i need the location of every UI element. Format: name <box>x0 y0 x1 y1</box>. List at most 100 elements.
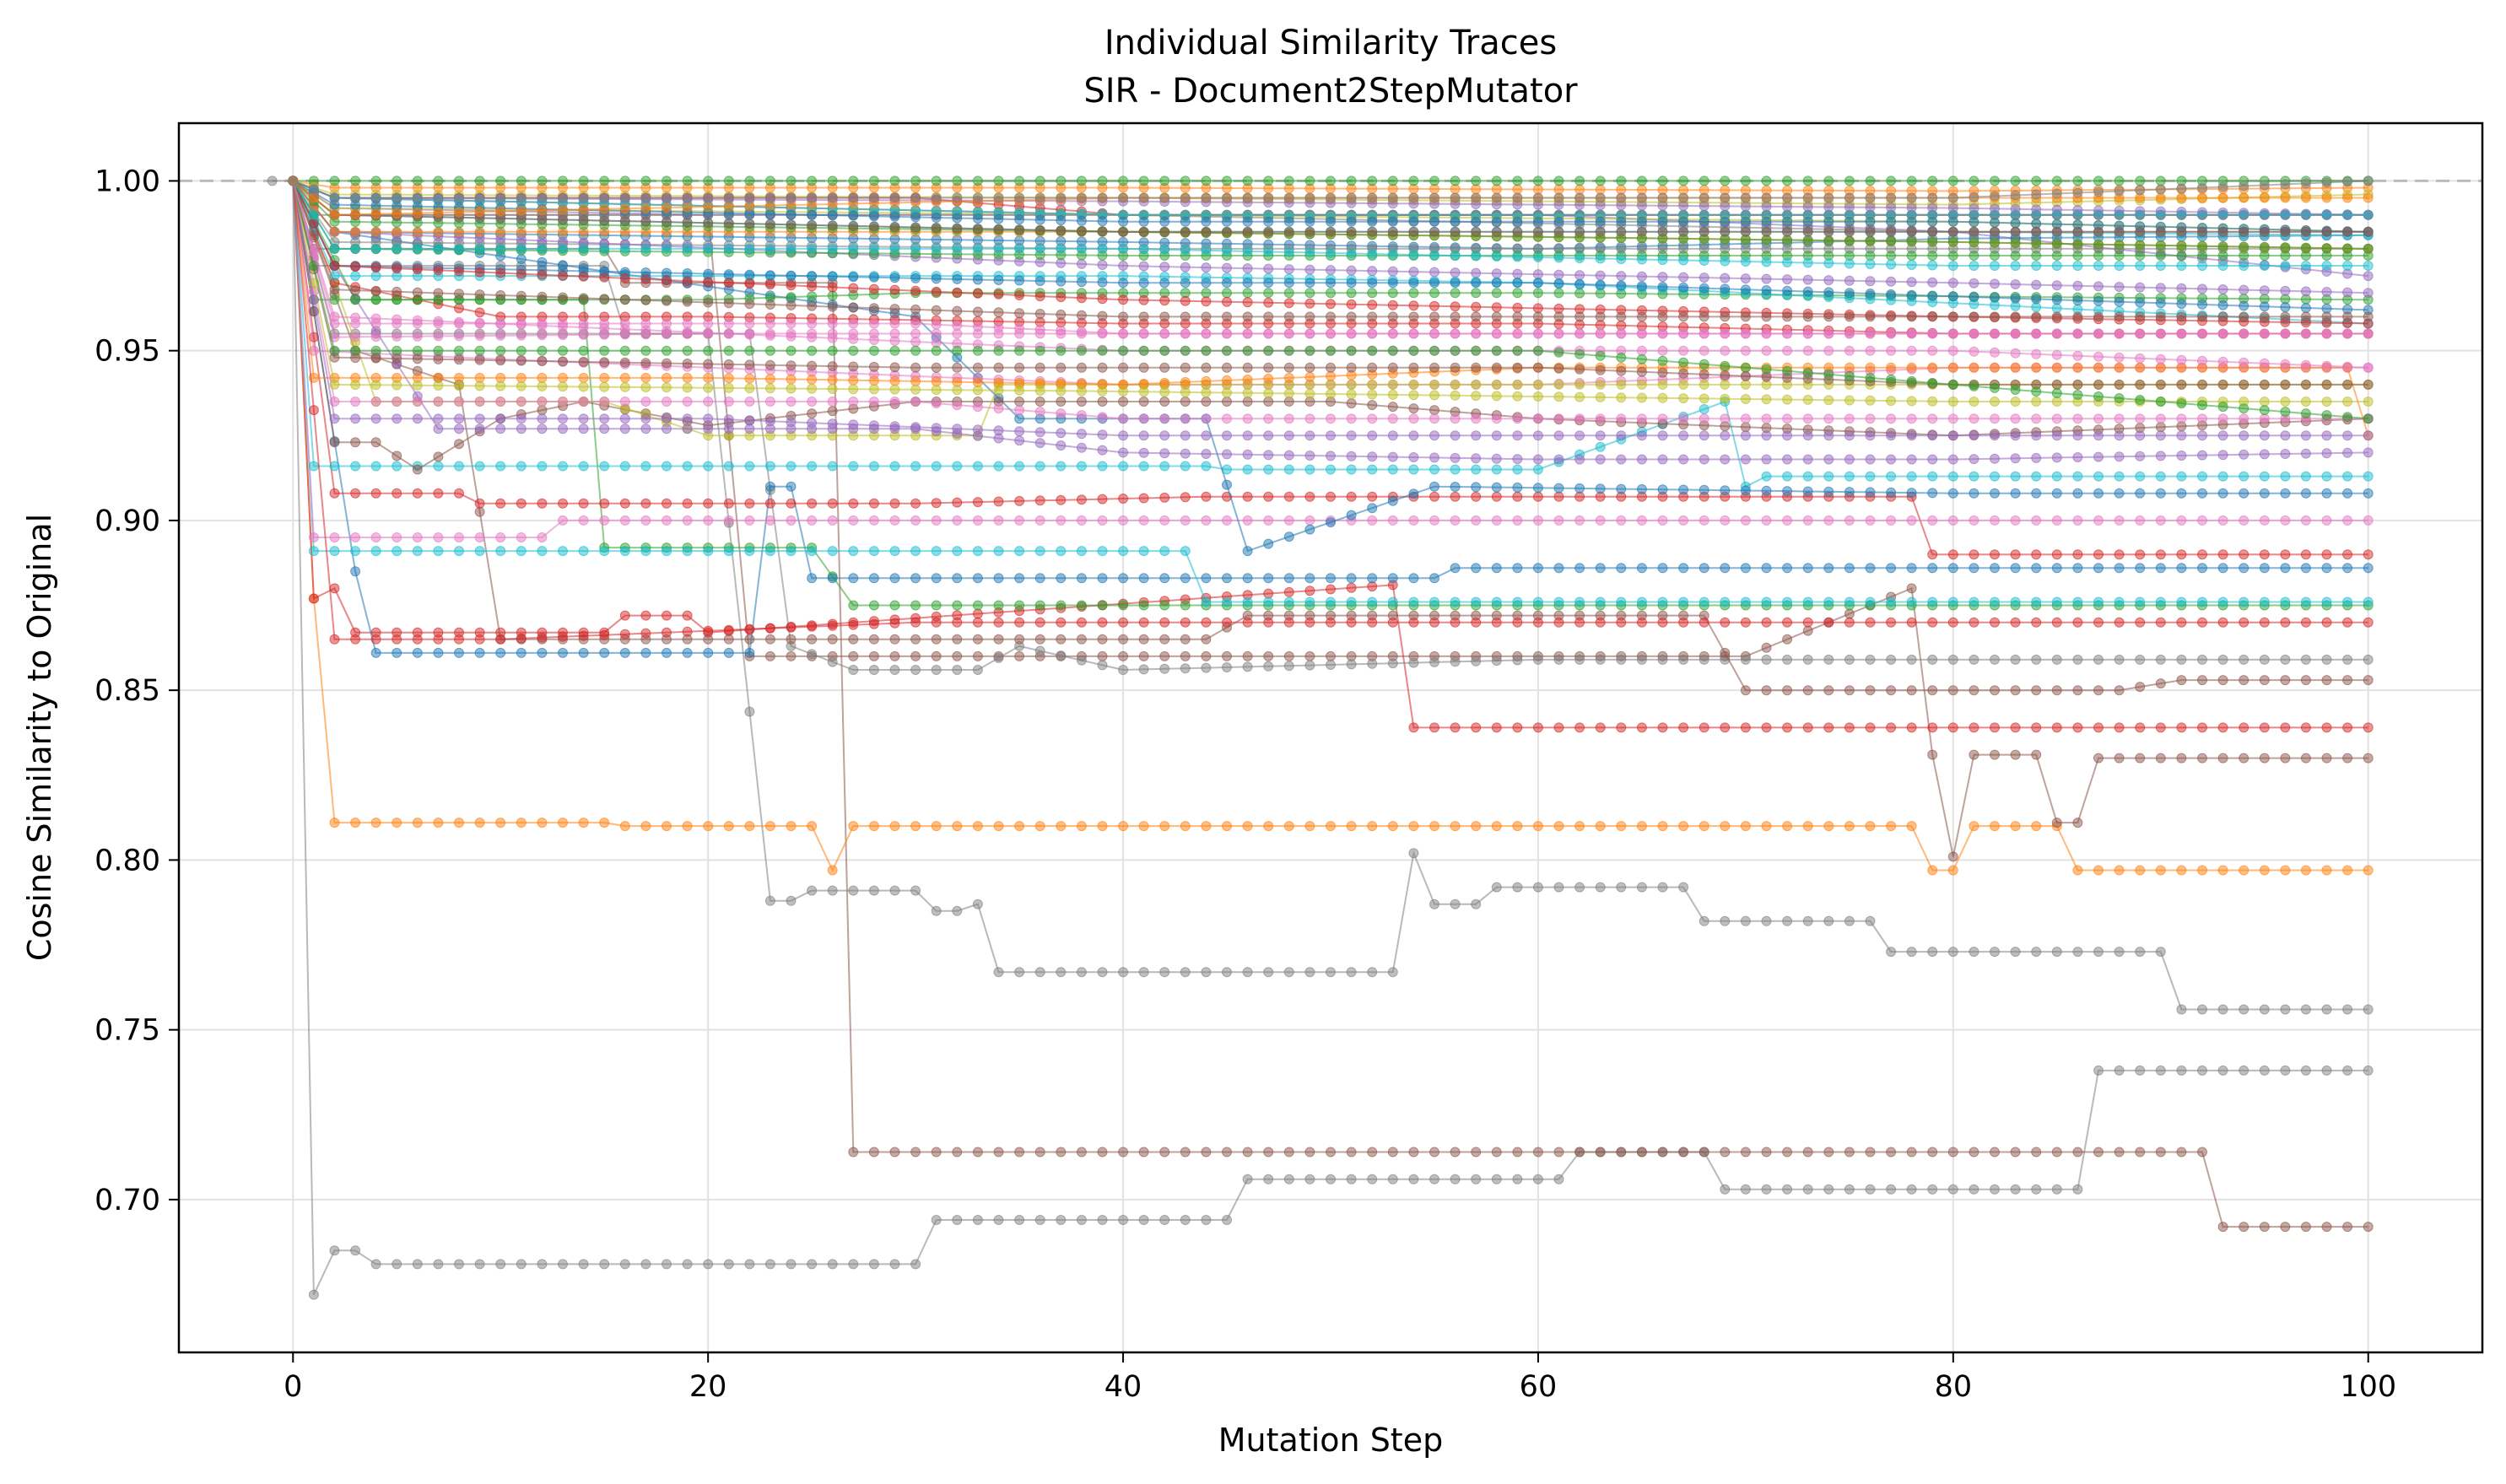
data-point <box>1222 1147 1232 1158</box>
data-point <box>1387 288 1398 299</box>
data-point <box>2155 413 2166 424</box>
data-point <box>1761 642 1772 653</box>
data-point <box>1886 362 1897 373</box>
data-point <box>2217 722 2228 733</box>
data-point <box>474 818 485 828</box>
data-point <box>1740 284 1751 295</box>
data-point <box>578 397 589 407</box>
data-point <box>1886 685 1897 696</box>
data-point <box>1326 821 1336 832</box>
data-point <box>1222 413 1232 424</box>
data-point <box>889 821 900 832</box>
data-point <box>1283 298 1294 309</box>
data-point <box>2342 379 2353 390</box>
data-point <box>1326 413 1336 424</box>
data-point <box>1802 625 1813 636</box>
data-point <box>1720 216 1731 227</box>
data-point <box>1387 1174 1398 1185</box>
data-point <box>2363 471 2374 482</box>
data-point <box>1782 486 1793 497</box>
data-point <box>1408 175 1419 186</box>
data-point <box>1304 264 1315 275</box>
data-point <box>972 306 983 317</box>
data-point <box>2239 1222 2249 1233</box>
data-point <box>1056 309 1067 320</box>
data-point <box>703 1259 714 1270</box>
data-point <box>2217 596 2228 607</box>
data-point <box>537 397 548 407</box>
data-point <box>993 652 1004 663</box>
data-point <box>1574 216 1585 227</box>
data-point <box>1678 345 1689 356</box>
data-point <box>2155 596 2166 607</box>
data-point <box>827 1259 838 1270</box>
data-point <box>868 573 879 584</box>
data-point <box>1387 175 1398 186</box>
data-point <box>1367 451 1378 462</box>
data-point <box>1886 413 1897 424</box>
data-point <box>1595 722 1606 733</box>
data-point <box>1201 449 1212 459</box>
data-point <box>1574 270 1585 281</box>
data-point <box>952 634 963 645</box>
data-point <box>2239 471 2249 482</box>
data-point <box>827 573 838 584</box>
data-point <box>703 515 714 526</box>
data-point <box>889 1259 900 1270</box>
data-point <box>807 291 818 302</box>
data-point <box>1865 563 1876 574</box>
data-point <box>1990 1147 2000 1158</box>
data-point <box>1387 379 1398 390</box>
data-point <box>1097 310 1108 321</box>
data-point <box>1990 347 2000 358</box>
data-point <box>1990 685 2000 696</box>
data-point <box>1326 517 1336 528</box>
data-point <box>2280 311 2291 322</box>
data-point <box>1201 397 1212 407</box>
data-point <box>1138 311 1149 322</box>
data-point <box>1326 650 1336 661</box>
data-point <box>1222 375 1232 386</box>
data-point <box>889 573 900 584</box>
data-point <box>2010 947 2021 958</box>
data-point <box>1823 1147 1834 1158</box>
data-point <box>1408 379 1419 390</box>
data-point <box>868 650 879 661</box>
data-point <box>2031 175 2042 186</box>
data-point <box>392 546 402 557</box>
data-point <box>1387 278 1398 289</box>
data-point <box>1118 447 1129 458</box>
data-point <box>1304 573 1315 584</box>
data-point <box>1034 515 1045 526</box>
data-point <box>1283 586 1294 597</box>
data-point <box>2217 488 2228 499</box>
data-point <box>848 272 859 283</box>
data-point <box>723 634 734 645</box>
data-point <box>370 285 381 296</box>
data-point <box>412 818 423 828</box>
data-point <box>744 498 755 509</box>
data-point <box>1408 452 1419 462</box>
data-point <box>868 665 879 675</box>
data-point <box>1159 311 1170 322</box>
data-point <box>1969 175 1979 186</box>
data-point <box>1906 216 1917 227</box>
data-point <box>1242 175 1253 186</box>
data-point <box>2197 1004 2207 1015</box>
data-point <box>2051 349 2062 360</box>
data-point <box>1699 454 1709 465</box>
data-point <box>2259 209 2270 220</box>
data-point <box>703 297 714 308</box>
data-point <box>1491 288 1502 299</box>
data-point <box>868 461 879 472</box>
data-point <box>1201 1215 1212 1225</box>
data-point <box>2342 209 2353 220</box>
data-point <box>1678 272 1689 283</box>
data-point <box>1512 563 1523 574</box>
data-point <box>1678 722 1689 733</box>
data-point <box>993 461 1004 472</box>
data-point <box>1180 311 1191 322</box>
data-point <box>1761 175 1772 186</box>
data-point <box>1429 175 1439 186</box>
data-point <box>2342 596 2353 607</box>
